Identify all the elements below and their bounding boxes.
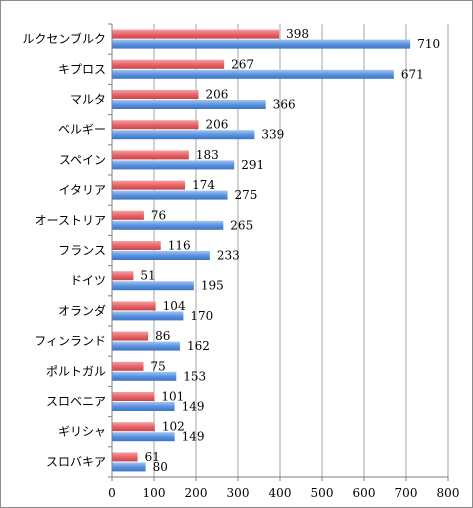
data-label: 116: [168, 239, 191, 253]
category-label: イタリア: [58, 183, 106, 197]
x-tick-label: 100: [143, 486, 166, 500]
category-label: フランス: [58, 244, 106, 258]
category-label: ギリシャ: [58, 425, 106, 439]
category-label: スペイン: [59, 153, 106, 167]
data-label: 162: [187, 339, 210, 353]
data-label: 267: [231, 57, 254, 71]
bar-series-2: [112, 281, 194, 291]
bar-series-2: [112, 69, 394, 79]
bar-series-2: [112, 402, 175, 411]
bar-series-2: [112, 251, 210, 260]
x-tick-label: 500: [311, 486, 334, 500]
bar-series-1: [112, 120, 199, 130]
bar-series-2: [112, 220, 224, 230]
category-label: ドイツ: [70, 274, 106, 288]
data-label: 76: [151, 208, 166, 222]
data-label: 183: [196, 148, 219, 162]
data-label: 671: [401, 67, 424, 81]
data-label: 61: [145, 450, 160, 464]
data-label: 275: [235, 188, 258, 202]
x-tick-label: 600: [353, 486, 376, 500]
x-tick-label: 400: [269, 486, 292, 500]
data-label: 75: [151, 359, 166, 373]
data-label: 291: [241, 158, 264, 172]
category-label: ポルトガル: [46, 364, 106, 378]
x-tick-label: 200: [185, 486, 208, 500]
x-tick-label: 700: [395, 486, 418, 500]
bar-series-2: [112, 432, 175, 442]
category-label: オランダ: [58, 303, 106, 318]
data-label: 174: [192, 178, 215, 192]
category-label: スロベニア: [46, 395, 106, 409]
x-tick-label: 0: [108, 486, 116, 500]
bar-series-2: [112, 341, 181, 351]
category-label: フィンランド: [34, 334, 106, 348]
data-label: 104: [163, 299, 186, 313]
data-label: 206: [206, 118, 229, 132]
bar-series-1: [112, 180, 186, 190]
bar-series-1: [112, 392, 155, 401]
bar-series-2: [112, 39, 411, 49]
axes: [108, 23, 449, 481]
bar-series-2: [112, 311, 184, 321]
data-label: 170: [190, 309, 213, 323]
labels: 0 100 200 300 400 500 600 700 800 ルクセンブルク 398 710 キプ…: [22, 27, 459, 500]
data-label: 206: [206, 88, 229, 102]
data-label: 339: [261, 128, 284, 142]
data-label: 102: [162, 420, 185, 434]
x-tick-label: 300: [227, 486, 250, 500]
bar-series-1: [112, 301, 156, 311]
category-label: オーストリア: [35, 213, 106, 227]
bars: [112, 29, 411, 472]
bar-series-1: [112, 29, 280, 39]
x-tick-label: 800: [437, 486, 460, 500]
bar-series-1: [112, 361, 144, 371]
bar-series-2: [112, 190, 228, 200]
data-label: 710: [417, 37, 440, 51]
data-label: 398: [286, 27, 309, 41]
data-label: 195: [201, 279, 224, 293]
bar-series-2: [112, 130, 255, 140]
bar-series-2: [112, 100, 266, 109]
data-label: 149: [182, 400, 205, 414]
bar-series-1: [112, 331, 149, 341]
bar-series-1: [112, 59, 225, 69]
data-label: 153: [183, 369, 206, 383]
bar-series-1: [112, 210, 144, 220]
data-label: 101: [161, 390, 184, 404]
data-label: 233: [217, 249, 240, 263]
grid-lines: [153, 24, 449, 477]
data-label: 149: [182, 430, 205, 444]
data-label: 366: [273, 98, 296, 112]
category-label: スロバキア: [46, 455, 106, 469]
bar-series-2: [112, 160, 235, 170]
bar-series-1: [112, 452, 138, 462]
data-label: 80: [153, 460, 168, 474]
category-label: キプロス: [58, 62, 106, 76]
category-label: ベルギー: [58, 123, 106, 137]
data-label: 86: [155, 329, 170, 343]
bar-series-1: [112, 241, 161, 250]
category-label: ルクセンブルク: [22, 31, 106, 46]
bar-series-1: [112, 422, 155, 432]
data-label: 51: [140, 269, 155, 283]
data-label: 265: [230, 218, 253, 232]
bar-series-2: [112, 462, 146, 472]
category-label: マルタ: [70, 93, 106, 107]
bar-series-1: [112, 150, 189, 160]
bar-series-2: [112, 371, 177, 381]
bar-series-1: [112, 90, 199, 99]
bar-series-1: [112, 271, 134, 281]
